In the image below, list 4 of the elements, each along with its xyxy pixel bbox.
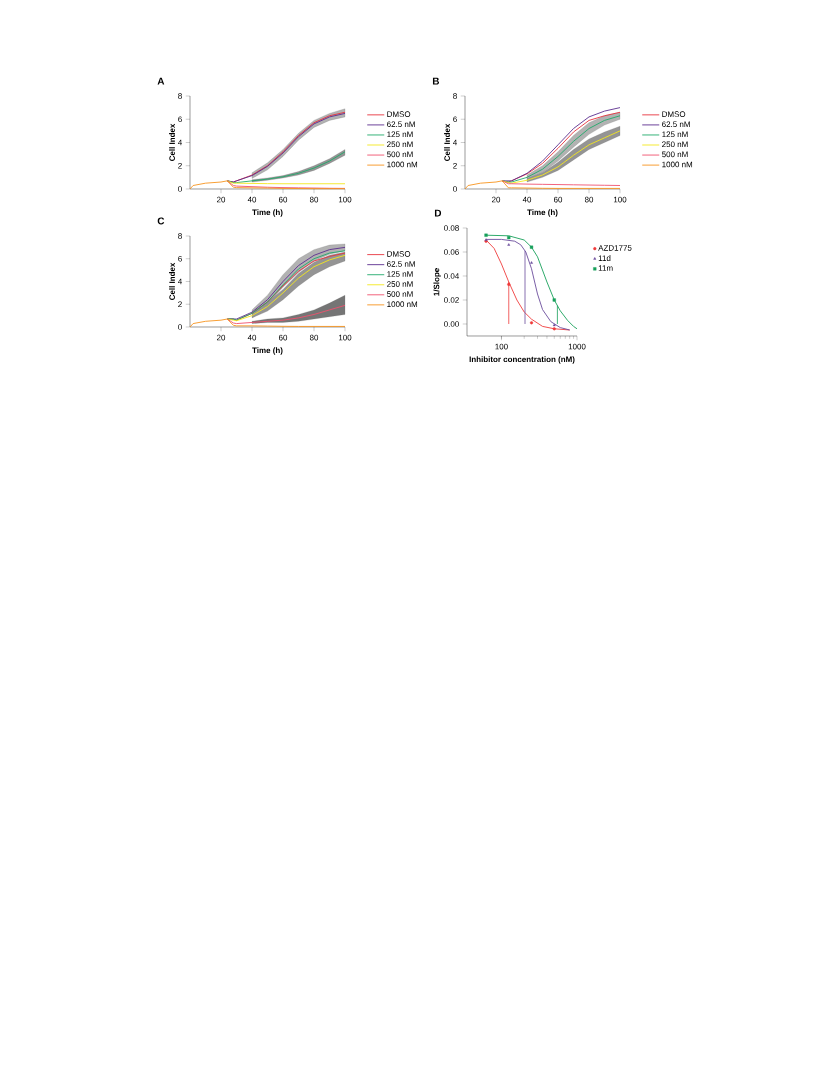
chart-title: B: [432, 77, 440, 85]
chart-title: C: [157, 217, 165, 225]
chart-title: D: [434, 209, 442, 217]
chart-title: A: [157, 77, 165, 85]
